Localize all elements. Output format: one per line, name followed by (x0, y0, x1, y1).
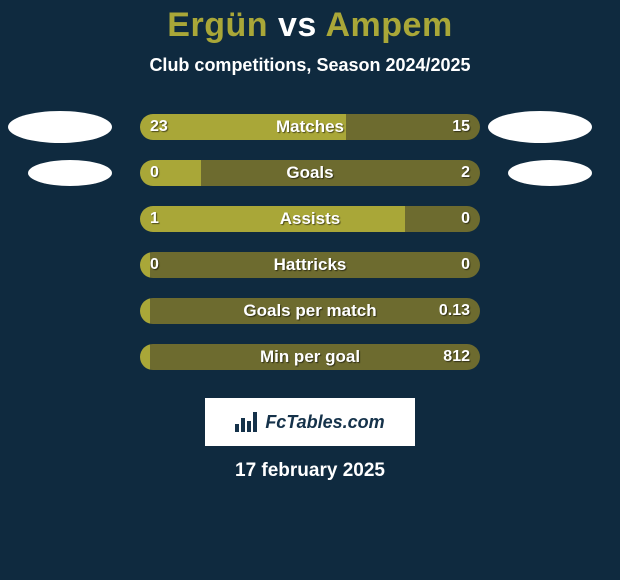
stat-row: Goals per match0.13 (0, 288, 620, 334)
stat-row: Hattricks0 0 (0, 242, 620, 288)
stat-value-right: 812 (443, 348, 470, 366)
stat-value-right: 15 (452, 118, 470, 136)
subtitle: Club competitions, Season 2024/2025 (0, 55, 620, 76)
fctables-logo-icon (235, 412, 259, 432)
stat-value-right: 2 (461, 164, 470, 182)
player2-name: Ampem (325, 6, 452, 44)
date-text: 17 february 2025 (0, 460, 620, 482)
stat-label: Assists (140, 209, 480, 229)
stat-row: Matches23 15 (0, 104, 620, 150)
comparison-canvas: Ergün vs Ampem Club competitions, Season… (0, 0, 620, 580)
stat-row: Assists1 0 (0, 196, 620, 242)
stat-value-left: 0 (150, 256, 159, 274)
brand-box: FcTables.com (205, 398, 415, 446)
stat-value-right: 0.13 (439, 302, 470, 320)
page-title: Ergün vs Ampem (0, 6, 620, 45)
stat-value-left: 23 (150, 118, 168, 136)
player2-marker (508, 160, 592, 186)
stat-label: Goals per match (140, 301, 480, 321)
vs-text: vs (278, 6, 317, 44)
stats-area: Matches2315Goals02Assists10Hattricks00Go… (0, 104, 620, 380)
stat-label: Min per goal (140, 347, 480, 367)
stat-value-right: 0 (461, 256, 470, 274)
stat-value-left: 1 (150, 210, 159, 228)
brand-text: FcTables.com (265, 412, 384, 433)
player1-marker (28, 160, 112, 186)
stat-row: Goals0 2 (0, 150, 620, 196)
stat-label: Goals (140, 163, 480, 183)
stat-label: Matches (140, 117, 480, 137)
player1-marker (8, 111, 112, 143)
stat-value-right: 0 (461, 210, 470, 228)
player2-marker (488, 111, 592, 143)
stat-label: Hattricks (140, 255, 480, 275)
player1-name: Ergün (167, 6, 268, 44)
stat-value-left: 0 (150, 164, 159, 182)
stat-row: Min per goal812 (0, 334, 620, 380)
